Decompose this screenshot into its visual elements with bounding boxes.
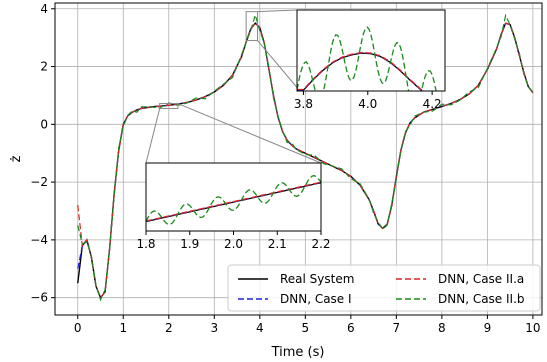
zoom-connector-line	[177, 103, 322, 164]
x-tick-label: 9	[484, 321, 492, 335]
y-tick-label: 4	[40, 2, 48, 16]
x-tick-label: 0	[74, 321, 82, 335]
inset-x-tick-label: 4.2	[423, 97, 442, 111]
inset-series	[146, 175, 321, 226]
zoom-connectors	[145, 9, 322, 164]
legend-box	[227, 264, 541, 312]
inset-background	[297, 10, 445, 91]
inset-background	[146, 163, 321, 231]
y-tick-label: 2	[40, 60, 48, 74]
legend-entry-label: Real System	[280, 272, 354, 286]
x-tick-label: 1	[119, 321, 127, 335]
legend-entry-label: DNN, Case II.a	[438, 272, 524, 286]
legend-entry-label: DNN, Case II.b	[438, 292, 525, 306]
inset-series-line	[146, 181, 321, 222]
y-tick-label: −4	[30, 233, 48, 247]
zoom-connector-line	[257, 40, 301, 92]
inset-x-tick-label: 1.9	[180, 237, 199, 251]
x-tick-label: 7	[393, 321, 401, 335]
zoom-region-box	[245, 11, 259, 42]
inset-x-tick-label: 2.0	[224, 237, 243, 251]
inset-zoom-bottom: 1.8 1.9 2.0 2.1 2.2	[136, 162, 331, 251]
zoom-connector-line	[145, 108, 161, 164]
legend: Real System DNN, Case II.a DNN, Case I DNN,…	[227, 264, 541, 312]
inset-series-line-case-iib	[146, 175, 321, 226]
x-axis-label: Time (s)	[271, 345, 325, 360]
inset-series-line	[297, 51, 424, 91]
x-tick-label: 8	[438, 321, 446, 335]
inset-zoom-top: 3.8 4.0 4.2	[294, 9, 446, 111]
y-tick-label: −6	[30, 291, 48, 305]
y-axis-label: ż	[9, 155, 24, 162]
x-tick-label: 2	[165, 321, 173, 335]
series-line-dnn-case-ii-b	[77, 13, 534, 302]
x-axis-ticks: 0 1 2 3 4 5 6 7 8 9 10	[74, 315, 541, 335]
x-tick-label: 10	[525, 321, 540, 335]
y-tick-label: −2	[30, 175, 48, 189]
y-tick-label: 0	[40, 117, 48, 131]
inset-x-tick-label: 2.1	[268, 237, 287, 251]
legend-entry-label: DNN, Case I	[280, 292, 352, 306]
inset-frame	[296, 9, 446, 92]
inset-series-line-case-iib	[297, 26, 437, 91]
inset-x-tick-label: 4.0	[358, 97, 377, 111]
inset-x-tick-label: 2.2	[311, 237, 330, 251]
plot-frame	[54, 2, 543, 316]
x-tick-label: 5	[302, 321, 310, 335]
zoom-region-box	[159, 103, 179, 109]
series-group	[77, 13, 534, 302]
inset-series	[297, 26, 437, 91]
x-tick-label: 4	[256, 321, 264, 335]
x-tick-label: 6	[347, 321, 355, 335]
inset-x-tick-label: 3.8	[294, 97, 313, 111]
x-tick-label: 3	[210, 321, 218, 335]
y-axis-ticks: −6 −4 −2 0 2 4	[30, 2, 55, 305]
inset-x-tick-label: 1.8	[136, 237, 155, 251]
zoom-connector-line	[257, 9, 298, 13]
